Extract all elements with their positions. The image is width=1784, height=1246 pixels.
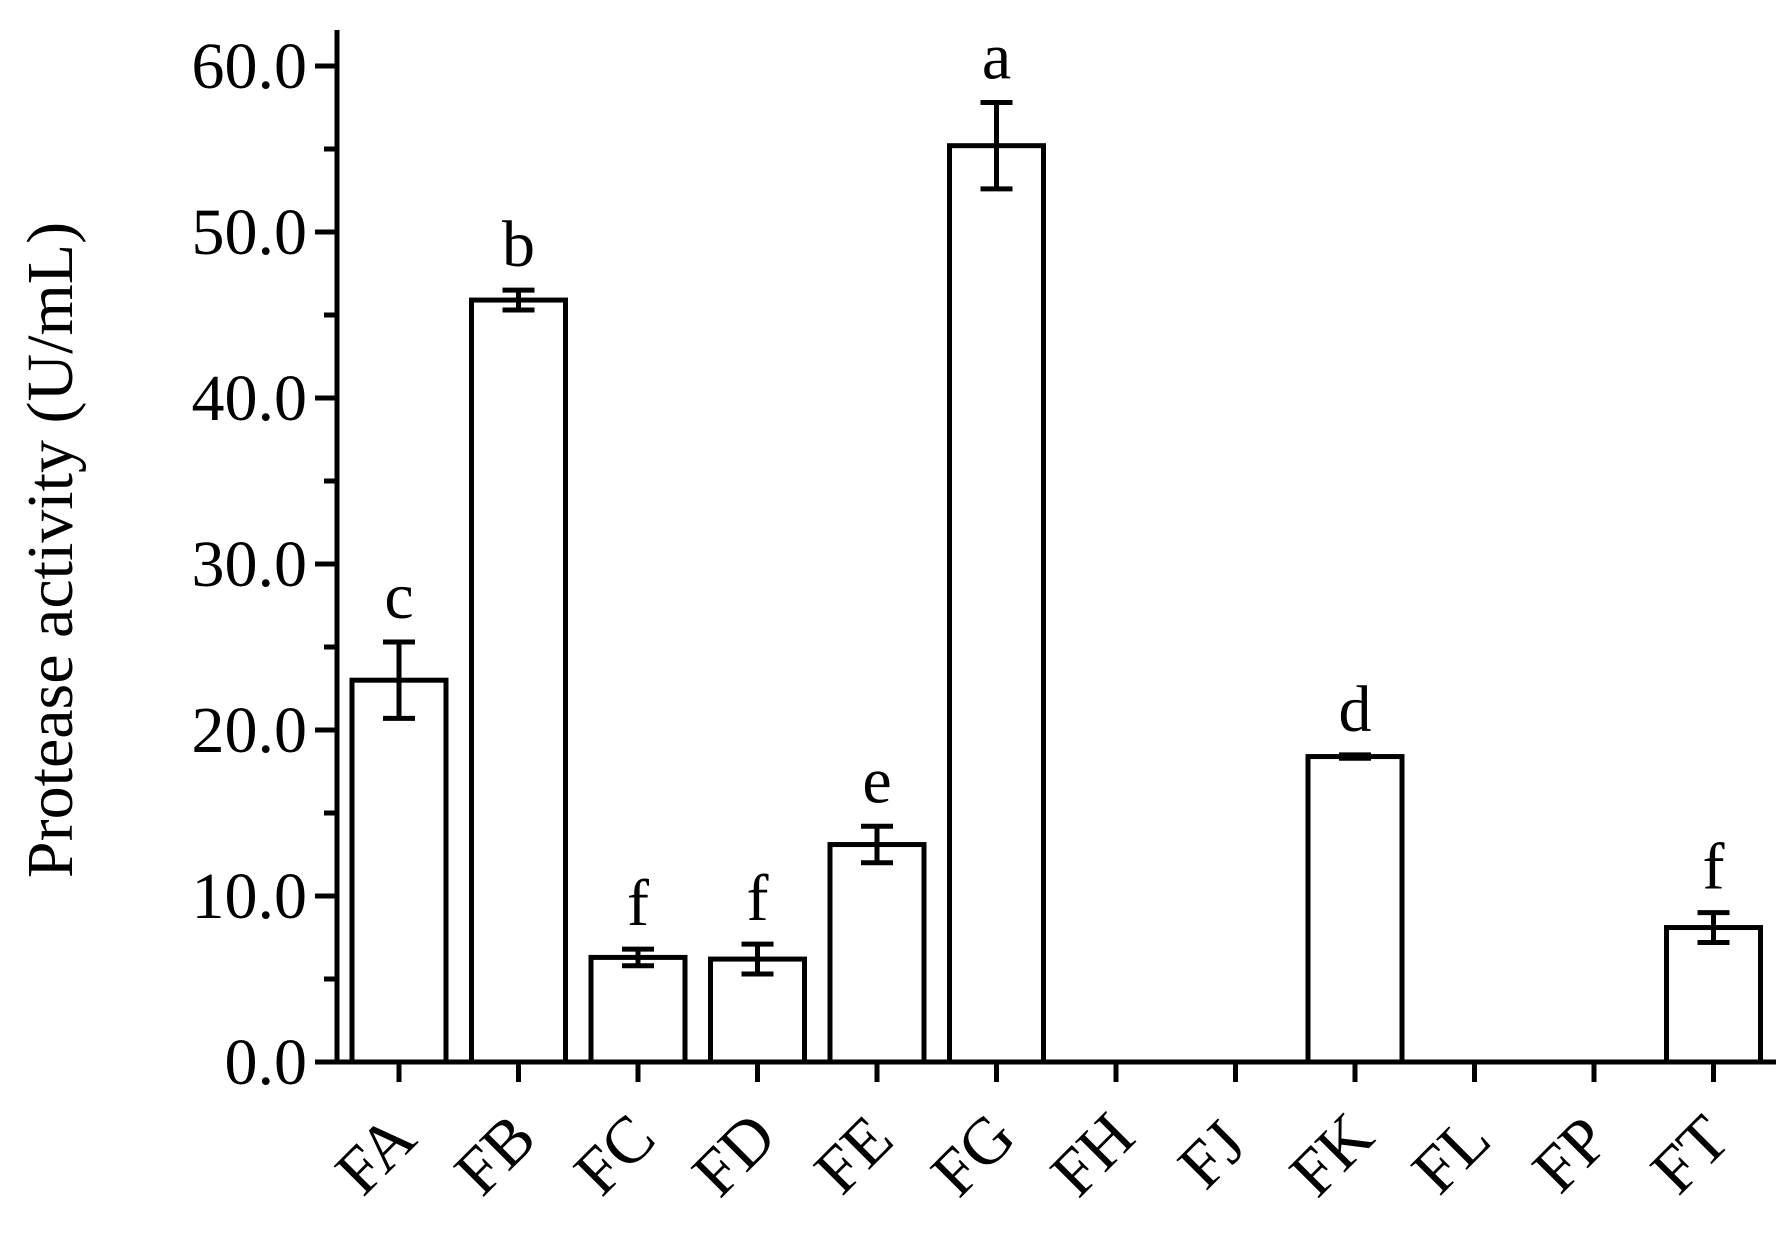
x-tick-label-fe: FE (801, 1102, 907, 1208)
significance-label-ft: f (1703, 831, 1725, 904)
bar-fe (827, 842, 927, 1065)
significance-label-fb: b (502, 208, 535, 281)
error-bar-fd (741, 941, 774, 977)
bar-fb (469, 297, 568, 1065)
significance-label-fg: a (982, 21, 1011, 94)
error-bar-fc (622, 946, 654, 969)
y-tick-label-5: 50.0 (192, 196, 308, 269)
errorbars-layer (383, 100, 1730, 977)
error-bar-fg (980, 100, 1013, 192)
x-tick-label-fl: FL (1398, 1102, 1504, 1208)
bar-fc (588, 954, 688, 1065)
x-tick-label-fk: FK (1276, 1099, 1387, 1210)
significance-label-fk: d (1339, 673, 1372, 746)
x-tick-label-fb: FB (441, 1100, 550, 1209)
y-axis-label: Protease activity (U/mL) (14, 222, 87, 878)
significance-labels: c b f f e a d f (384, 21, 1724, 941)
x-tick-label-ft: FT (1637, 1102, 1743, 1208)
x-tick-label-fj: FJ (1164, 1107, 1260, 1203)
x-tick-label-fa: FA (322, 1101, 430, 1209)
y-tick-label-6: 60.0 (192, 30, 308, 103)
error-bar-fk (1339, 752, 1371, 761)
y-tick-label-0: 0.0 (225, 1026, 308, 1099)
error-bar-fe (861, 823, 893, 866)
x-tick-label-fg: FG (918, 1099, 1029, 1210)
x-tick-label-fp: FP (1519, 1103, 1623, 1207)
error-bar-fa (383, 639, 415, 721)
significance-label-fe: e (862, 744, 891, 817)
axes-layer (315, 30, 1776, 1082)
bar-ft (1664, 925, 1763, 1065)
x-tick-label-fh: FH (1037, 1099, 1148, 1210)
bars-layer (349, 143, 1763, 1065)
error-bar-ft (1697, 910, 1730, 945)
y-tick-label-4: 40.0 (192, 362, 308, 435)
x-tick-label-fd: FD (679, 1099, 790, 1210)
y-tick-label-2: 20.0 (192, 694, 308, 767)
y-tick-label-1: 10.0 (192, 860, 308, 933)
y-tick-label-3: 30.0 (192, 528, 308, 601)
significance-label-fc: f (627, 867, 649, 940)
significance-label-fa: c (384, 560, 413, 633)
x-tick-labels: FA FB FC FD FE FG FH FJ FK FL FP FT (322, 1099, 1743, 1210)
significance-label-fd: f (747, 862, 769, 935)
error-bar-fb (502, 287, 535, 313)
y-tick-labels: 0.0 10.0 20.0 30.0 40.0 50.0 60.0 (192, 30, 308, 1099)
bar-fk (1305, 754, 1405, 1065)
bar-fg (947, 143, 1046, 1065)
x-tick-label-fc: FC (560, 1100, 669, 1209)
bar-fa (349, 677, 449, 1065)
